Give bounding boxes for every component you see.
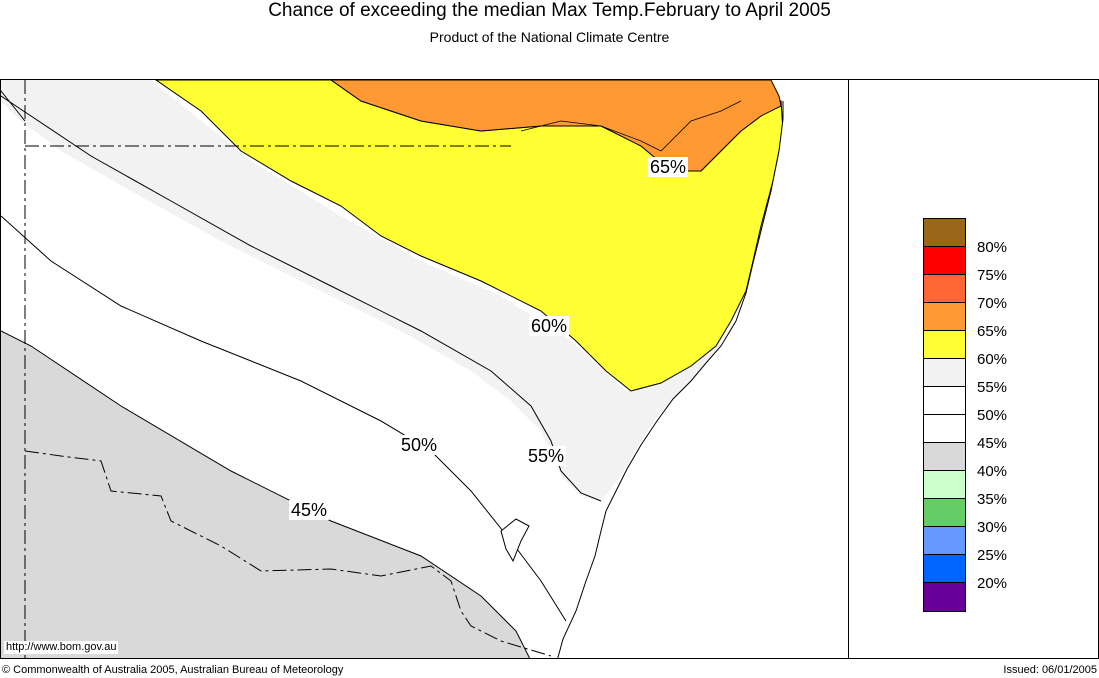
legend-swatch-70	[924, 275, 965, 303]
legend-label-80: 80%	[977, 239, 1008, 256]
legend-label-20: 20%	[977, 575, 1008, 592]
legend-panel	[849, 79, 1099, 659]
legend-swatch-75	[924, 247, 965, 275]
legend-swatch-35	[924, 471, 965, 499]
zone-40-45	[1, 331, 530, 658]
contour-55	[1, 95, 602, 502]
legend-swatch-below-20	[924, 583, 965, 611]
issued-date: Issued: 06/01/2005	[1003, 664, 1097, 676]
map-title: Chance of exceeding the median Max Temp.…	[268, 0, 831, 21]
contour-label-60: 60%	[529, 316, 570, 336]
coast-inlet	[520, 100, 742, 152]
legend-swatch-65	[924, 303, 965, 331]
legend-label-70: 70%	[977, 295, 1008, 312]
legend-label-40: 40%	[977, 463, 1008, 480]
legend-label-45: 45%	[977, 435, 1008, 452]
zone-55-60	[1, 80, 721, 501]
bom-url[interactable]: http://www.bom.gov.au	[4, 641, 119, 654]
legend-swatch-50	[924, 387, 965, 415]
legend-swatch-25	[924, 527, 965, 555]
legend-swatch-80	[924, 219, 965, 247]
legend-swatch-45	[924, 415, 965, 443]
contour-label-50: 50%	[399, 435, 440, 455]
contour-label-55: 55%	[526, 446, 567, 466]
legend-swatch-30	[924, 499, 965, 527]
legend-swatch-55	[924, 359, 965, 387]
legend-swatch-40	[924, 443, 965, 471]
contour-50	[1, 215, 567, 622]
probability-map	[1, 80, 848, 658]
legend-label-55: 55%	[977, 379, 1008, 396]
contour-45	[1, 330, 531, 658]
ocean	[556, 80, 848, 658]
contour-label-65: 65%	[648, 157, 689, 177]
map-panel	[0, 79, 849, 659]
copyright-notice: © Commonwealth of Australia 2005, Austra…	[2, 664, 344, 676]
coastline	[557, 101, 784, 658]
map-subtitle: Product of the National Climate Centre	[429, 29, 670, 45]
legend-swatch-20	[924, 555, 965, 583]
border-south	[24, 450, 552, 657]
legend-label-65: 65%	[977, 323, 1008, 340]
legend-label-25: 25%	[977, 547, 1008, 564]
legend-label-50: 50%	[977, 407, 1008, 424]
legend-label-30: 30%	[977, 519, 1008, 536]
legend-colorbar	[923, 218, 966, 612]
legend-label-35: 35%	[977, 491, 1008, 508]
lake-outline	[500, 518, 530, 563]
contour-label-45: 45%	[289, 500, 330, 520]
legend-swatch-60	[924, 331, 965, 359]
legend-label-75: 75%	[977, 267, 1008, 284]
legend-label-60: 60%	[977, 351, 1008, 368]
border-nw	[1, 90, 26, 122]
